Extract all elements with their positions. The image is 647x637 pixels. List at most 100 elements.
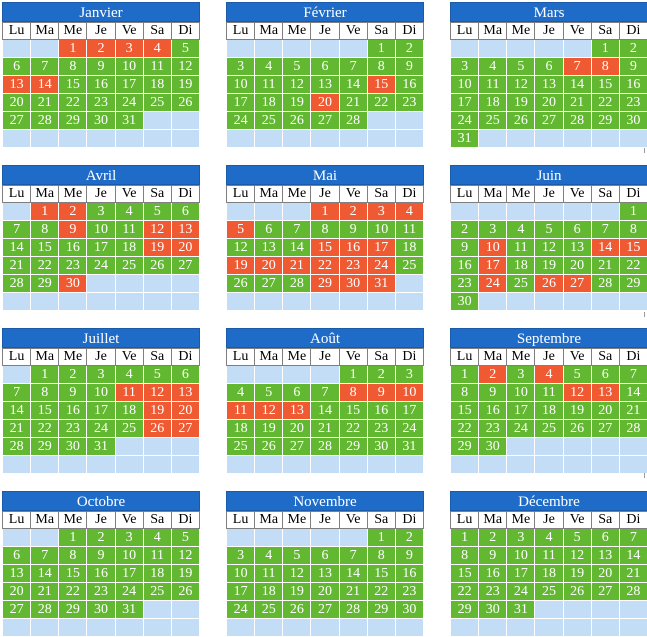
weekday-label: Sa: [590, 511, 620, 529]
day-cell-highlighted: 2: [338, 202, 368, 221]
day-cell: 30: [394, 600, 425, 619]
empty-cell: [1, 455, 32, 474]
week-row: [225, 129, 425, 148]
weekday-label: Sa: [142, 22, 172, 40]
day-cell: 11: [114, 220, 144, 239]
weekday-header-row: Lu Ma Me Je Ve Sa Di: [1, 348, 201, 366]
day-cell: 17: [86, 238, 116, 257]
week-row: 21 22 23 24 25 26 27: [1, 256, 201, 275]
week-row: [449, 455, 647, 474]
month-grid: Lu Ma Me Je Ve Sa Di 1 2 3 4 5 6 7 8 9 10 11 12 13 14 15 16 17 1…: [1, 348, 201, 474]
day-cell-highlighted: 13: [1, 75, 32, 94]
day-cell: 30: [86, 111, 116, 130]
day-cell: 31: [114, 600, 144, 619]
week-row: 14 15 16 17 18 19 20: [1, 401, 201, 420]
day-cell: 3: [225, 57, 256, 76]
day-cell: 10: [506, 383, 536, 402]
empty-cell: [449, 618, 480, 637]
day-cell: 24: [394, 419, 425, 438]
day-cell: 28: [30, 111, 60, 130]
weekday-label: Di: [170, 511, 201, 529]
day-cell-highlighted: 21: [282, 256, 312, 275]
day-cell: 4: [225, 383, 256, 402]
month-grid: Lu Ma Me Je Ve Sa Di 1 2 3 4 5 6 7 8 9 10 11 12 13 14 15 16 17 1…: [225, 511, 425, 637]
month-calendar: Février Lu Ma Me Je Ve Sa Di 1 2 3 4 5 6 7 8 9 10 11 12 13 14…: [225, 2, 425, 148]
day-cell: 1: [590, 39, 620, 58]
day-cell: 8: [58, 546, 88, 565]
empty-cell: [114, 274, 144, 293]
empty-cell: [534, 618, 564, 637]
day-cell: 5: [282, 57, 312, 76]
day-cell: 17: [86, 401, 116, 420]
day-cell: 14: [338, 564, 368, 583]
day-cell: 2: [86, 528, 116, 547]
empty-cell: [590, 455, 620, 474]
day-cell: 2: [394, 528, 425, 547]
empty-cell: [394, 292, 425, 311]
empty-cell: [618, 129, 647, 148]
day-cell-highlighted: 1: [310, 202, 340, 221]
weekday-label: Me: [506, 348, 536, 366]
day-cell: 21: [618, 401, 647, 420]
day-cell: 27: [310, 600, 340, 619]
weekday-header-row: Lu Ma Me Je Ve Sa Di: [225, 22, 425, 40]
weekday-label: Ve: [562, 511, 592, 529]
day-cell: 5: [534, 220, 564, 239]
month-title: Novembre: [226, 491, 424, 511]
day-cell-highlighted: 27: [562, 274, 592, 293]
empty-cell: [590, 437, 620, 456]
day-cell: 14: [618, 546, 647, 565]
day-cell: 15: [366, 564, 396, 583]
day-cell: 30: [366, 437, 396, 456]
day-cell: 25: [114, 419, 144, 438]
empty-cell: [310, 455, 340, 474]
day-cell: 9: [58, 383, 88, 402]
day-cell: 22: [58, 582, 88, 601]
day-cell-highlighted: 13: [590, 383, 620, 402]
day-cell: 7: [30, 57, 60, 76]
weekday-label: Ma: [254, 348, 284, 366]
day-cell: 4: [142, 528, 172, 547]
week-row: 15 16 17 18 19 20 21: [449, 401, 647, 420]
month-grid: Lu Ma Me Je Ve Sa Di 1 2 3 4 5 6 7 8 9 10 11 12 13 14 15 16 17 1…: [225, 22, 425, 148]
week-row: 6 7 8 9 10 11 12: [1, 57, 201, 76]
empty-cell: [310, 365, 340, 384]
weekday-label: Je: [86, 511, 116, 529]
day-cell: 16: [478, 401, 508, 420]
empty-cell: [254, 292, 284, 311]
empty-cell: [254, 202, 284, 221]
day-cell: 9: [478, 383, 508, 402]
day-cell: 25: [254, 111, 284, 130]
weekday-header-row: Lu Ma Me Je Ve Sa Di: [225, 348, 425, 366]
day-cell: 6: [310, 57, 340, 76]
month-calendar: Mai Lu Ma Me Je Ve Sa Di 1 2 3 4 5 6 7 8 9 10 11 12 13 14 15 16…: [225, 165, 425, 311]
empty-cell: [114, 292, 144, 311]
week-row: 17 18 19 20 21 22 23: [225, 582, 425, 601]
day-cell: 17: [114, 75, 144, 94]
day-cell-highlighted: 15: [618, 238, 647, 257]
day-cell: 7: [618, 528, 647, 547]
day-cell: 8: [30, 383, 60, 402]
weekday-label: Di: [170, 22, 201, 40]
empty-cell: [1, 528, 32, 547]
day-cell: 6: [254, 220, 284, 239]
empty-cell: [394, 111, 425, 130]
day-cell-highlighted: 4: [534, 365, 564, 384]
day-cell-highlighted: 19: [225, 256, 256, 275]
empty-cell: [58, 292, 88, 311]
weekday-label: Lu: [225, 22, 256, 40]
day-cell: 29: [30, 274, 60, 293]
day-cell: 13: [534, 75, 564, 94]
day-cell: 26: [282, 111, 312, 130]
weekday-label: Lu: [449, 511, 480, 529]
day-cell: 19: [562, 401, 592, 420]
month-grid: Lu Ma Me Je Ve Sa Di 1 2 3 4 5 6 7 8 9 10 11 12 13 14 15 16 17 1…: [449, 185, 647, 311]
day-cell: 3: [394, 365, 425, 384]
day-cell: 3: [86, 202, 116, 221]
week-row: 25 26 27 28 29 30 31: [225, 437, 425, 456]
empty-cell: [310, 618, 340, 637]
day-cell: 26: [254, 437, 284, 456]
day-cell: 4: [534, 528, 564, 547]
empty-cell: [142, 274, 172, 293]
